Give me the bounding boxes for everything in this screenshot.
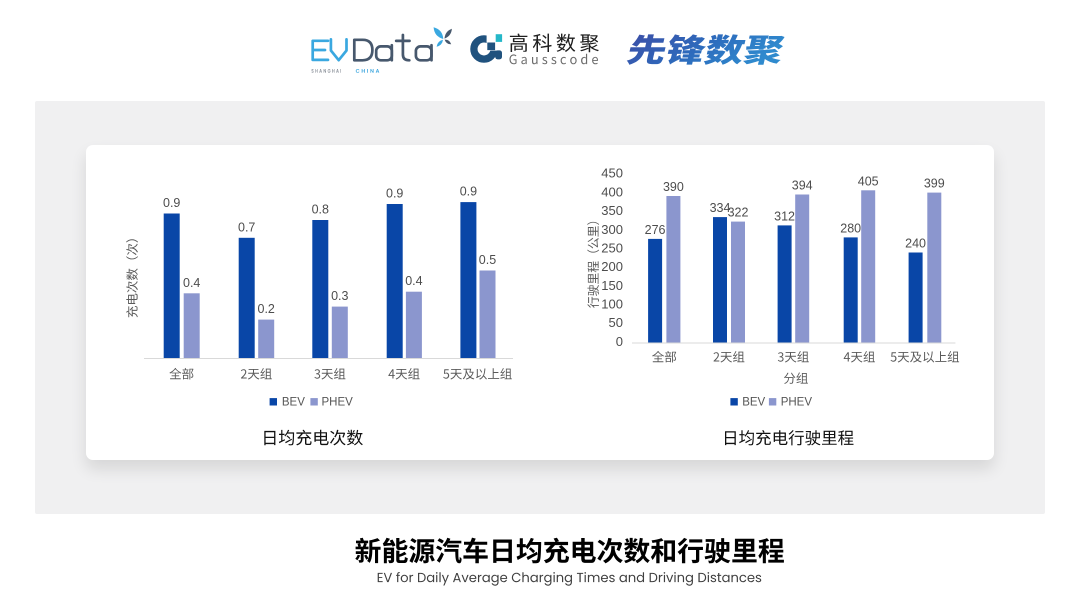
svg-text:200: 200 <box>601 259 623 274</box>
svg-text:394: 394 <box>792 179 813 193</box>
svg-text:312: 312 <box>774 209 795 223</box>
svg-text:390: 390 <box>663 180 684 194</box>
svg-text:0.4: 0.4 <box>183 276 200 290</box>
svg-text:0.8: 0.8 <box>312 203 329 217</box>
svg-text:322: 322 <box>728 206 749 220</box>
svg-text:BEV: BEV <box>742 397 765 409</box>
svg-text:0.9: 0.9 <box>163 196 180 210</box>
svg-text:0.9: 0.9 <box>460 185 477 199</box>
svg-text:50: 50 <box>609 315 623 330</box>
svg-text:0.2: 0.2 <box>258 302 275 316</box>
svg-text:399: 399 <box>924 177 945 191</box>
svg-text:240: 240 <box>905 237 926 251</box>
svg-text:276: 276 <box>645 223 666 237</box>
svg-text:0.4: 0.4 <box>405 274 422 288</box>
svg-text:250: 250 <box>601 240 623 255</box>
svg-text:0.3: 0.3 <box>331 289 348 303</box>
svg-text:405: 405 <box>858 174 879 188</box>
svg-text:450: 450 <box>601 166 623 181</box>
svg-text:150: 150 <box>601 278 623 293</box>
svg-text:PHEV: PHEV <box>781 397 813 409</box>
svg-text:400: 400 <box>601 184 623 199</box>
svg-text:PHEV: PHEV <box>322 397 354 409</box>
svg-text:0: 0 <box>616 334 623 349</box>
svg-text:0.7: 0.7 <box>238 220 255 234</box>
svg-text:100: 100 <box>601 297 623 312</box>
svg-text:350: 350 <box>601 203 623 218</box>
svg-text:0.9: 0.9 <box>386 187 403 201</box>
svg-text:334: 334 <box>710 201 731 215</box>
svg-text:BEV: BEV <box>282 397 305 409</box>
svg-text:280: 280 <box>840 221 861 235</box>
svg-text:0.5: 0.5 <box>479 253 496 267</box>
svg-text:300: 300 <box>601 222 623 237</box>
